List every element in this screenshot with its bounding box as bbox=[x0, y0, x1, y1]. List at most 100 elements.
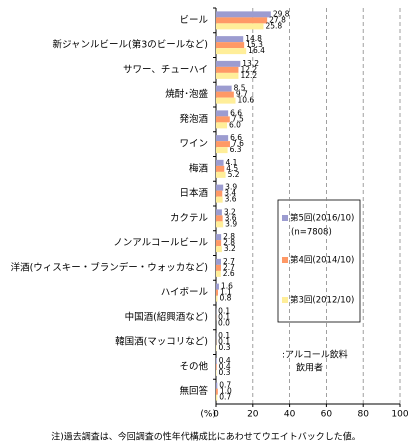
value-label: 1.0 bbox=[220, 387, 232, 396]
x-axis-label: (%) bbox=[200, 410, 216, 420]
value-label: 16.4 bbox=[248, 46, 265, 55]
legend-marker bbox=[282, 297, 288, 303]
value-label: 9.7 bbox=[236, 90, 248, 99]
value-label: 5.2 bbox=[228, 170, 240, 179]
value-label: 6.6 bbox=[230, 133, 242, 142]
value-label: 0.1 bbox=[218, 337, 230, 346]
legend-label: 第3回(2012/10) bbox=[290, 295, 354, 306]
bar bbox=[216, 209, 222, 216]
bar bbox=[216, 234, 222, 241]
legend-label: 第4回(2014/10) bbox=[290, 255, 354, 266]
y-tick-label: その他 bbox=[179, 360, 208, 372]
bar bbox=[216, 122, 228, 129]
bar bbox=[216, 184, 224, 191]
y-tick-label: ワイン bbox=[179, 139, 208, 150]
y-tick-label: ノンアルコールビール bbox=[113, 238, 208, 249]
value-label: 25.8 bbox=[265, 21, 282, 30]
value-label: 1.6 bbox=[221, 282, 233, 291]
bar bbox=[216, 289, 219, 296]
x-tick-label: 0 bbox=[213, 410, 219, 420]
value-label: 0.4 bbox=[219, 356, 231, 365]
value-label: 3.2 bbox=[224, 207, 236, 216]
bar bbox=[216, 116, 230, 123]
bar bbox=[216, 221, 224, 228]
legend-label: 第5回(2016/10) bbox=[290, 213, 354, 224]
bar bbox=[216, 23, 264, 30]
bar bbox=[216, 72, 239, 79]
bar bbox=[216, 196, 223, 203]
bar bbox=[216, 85, 232, 92]
value-label: 3.9 bbox=[225, 183, 237, 192]
value-label: 3.2 bbox=[224, 244, 236, 253]
x-tick-label: 100 bbox=[391, 410, 408, 420]
bar bbox=[216, 135, 229, 142]
value-label: 15.3 bbox=[246, 40, 263, 49]
bar bbox=[216, 190, 223, 197]
value-label: 0.8 bbox=[219, 294, 231, 303]
annotation: 飲用者 bbox=[296, 362, 323, 374]
legend-sample-size: (n=7808) bbox=[291, 228, 332, 238]
x-tick-label: 40 bbox=[284, 410, 296, 420]
value-label: 2.8 bbox=[223, 238, 235, 247]
y-tick-label: カクテル bbox=[170, 213, 209, 224]
value-label: 8.5 bbox=[234, 84, 246, 93]
bar bbox=[216, 240, 222, 247]
y-tick-label: 梅酒 bbox=[189, 162, 209, 174]
value-label: 0.3 bbox=[219, 343, 231, 352]
value-label: 12.2 bbox=[240, 71, 257, 80]
value-label: 4.5 bbox=[226, 164, 238, 173]
value-label: 2.7 bbox=[223, 263, 235, 272]
bar bbox=[216, 171, 226, 178]
value-label: 10.6 bbox=[238, 96, 255, 105]
bar bbox=[216, 258, 221, 265]
bar bbox=[216, 345, 217, 352]
x-tick-label: 80 bbox=[357, 410, 369, 420]
value-label: 3.9 bbox=[225, 219, 237, 228]
value-label: 0.3 bbox=[219, 368, 231, 377]
bar bbox=[216, 388, 218, 395]
y-tick-label: 焼酎･泡盛 bbox=[165, 88, 208, 100]
bar bbox=[216, 48, 247, 55]
bar bbox=[216, 91, 234, 98]
bar bbox=[216, 215, 223, 222]
value-label: 0.1 bbox=[218, 312, 230, 321]
value-label: 0.7 bbox=[219, 381, 231, 390]
value-label: 3.6 bbox=[225, 195, 237, 204]
value-label: 1.1 bbox=[220, 288, 232, 297]
bar bbox=[216, 295, 218, 302]
value-label: 3.4 bbox=[224, 189, 236, 198]
value-label: 6.0 bbox=[229, 120, 241, 129]
y-tick-label: 洋酒(ウィスキー・ブランデー・ウォッカなど) bbox=[11, 261, 208, 273]
value-label: 14.8 bbox=[245, 34, 262, 43]
x-tick-label: 60 bbox=[321, 410, 333, 420]
value-label: 13.2 bbox=[242, 59, 259, 68]
value-label: 2.7 bbox=[223, 257, 235, 266]
bar bbox=[216, 369, 217, 376]
value-label: 2.6 bbox=[223, 269, 235, 278]
value-label: 29.8 bbox=[273, 9, 290, 18]
y-tick-label: 韓国酒(マッコリなど) bbox=[115, 337, 208, 348]
value-label: 27.8 bbox=[269, 15, 286, 24]
bar bbox=[216, 246, 222, 253]
bar bbox=[216, 66, 239, 73]
y-tick-label: 無回答 bbox=[179, 385, 208, 397]
legend-box bbox=[277, 199, 361, 323]
value-label: 7.5 bbox=[232, 114, 244, 123]
bar bbox=[216, 165, 225, 172]
bar bbox=[216, 264, 221, 271]
value-label: 6.6 bbox=[230, 108, 242, 117]
y-tick-label: ハイボール bbox=[161, 287, 209, 298]
bar bbox=[216, 42, 245, 49]
bar bbox=[216, 363, 217, 370]
bar bbox=[216, 394, 218, 401]
legend-marker bbox=[282, 257, 288, 263]
x-tick-label: 20 bbox=[247, 410, 259, 420]
bar bbox=[216, 270, 221, 277]
value-label: 0.4 bbox=[219, 362, 231, 371]
bar bbox=[216, 36, 244, 43]
value-label: 7.6 bbox=[232, 139, 244, 148]
y-tick-label: サワー、チューハイ bbox=[123, 64, 208, 75]
value-label: 2.8 bbox=[223, 232, 235, 241]
value-label: 6.3 bbox=[230, 145, 242, 154]
